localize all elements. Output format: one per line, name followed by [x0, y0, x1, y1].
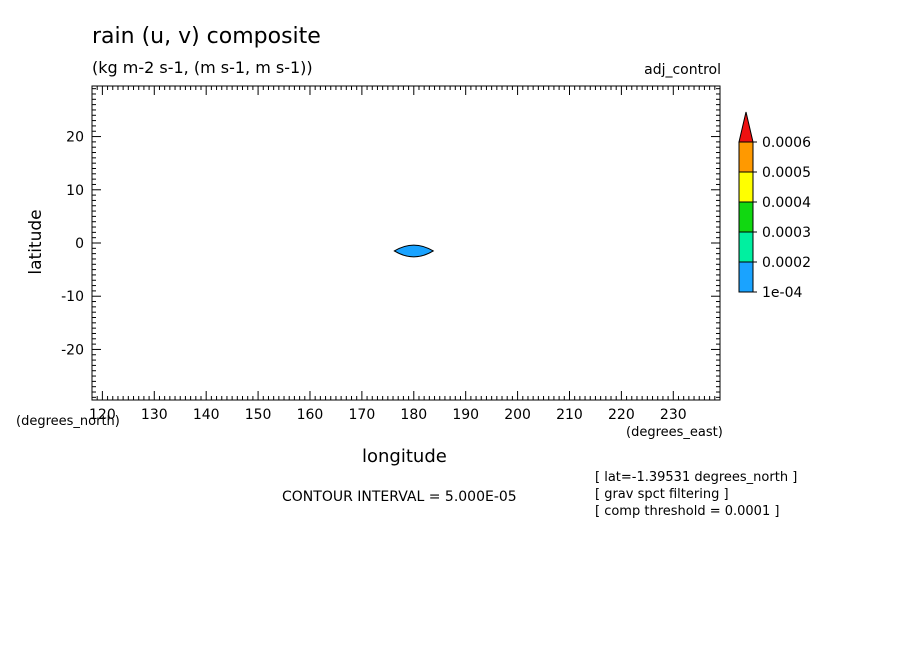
colorbar-label: 0.0006 — [762, 135, 811, 151]
x-tick-label: 120 — [89, 407, 116, 423]
colorbar-label: 0.0003 — [762, 225, 811, 241]
annotation-notes: [ lat=-1.39531 degrees_north ] [ grav sp… — [595, 469, 797, 520]
chart-units: (kg m-2 s-1, (m s-1, m s-1)) — [92, 58, 313, 77]
x-tick-label: 220 — [608, 407, 635, 423]
y-tick-label: 0 — [75, 236, 84, 252]
colorbar-label: 1e-04 — [762, 285, 802, 301]
y-axis-label: latitude — [26, 209, 46, 275]
colorbar-label: 0.0002 — [762, 255, 811, 271]
note-latitude: [ lat=-1.39531 degrees_north ] — [595, 470, 798, 485]
colorbar-segment — [738, 231, 754, 263]
colorbar-segment — [738, 171, 754, 203]
colorbar-segment — [738, 141, 754, 173]
y-tick-label: 20 — [66, 130, 84, 146]
colorbar-label: 0.0004 — [762, 195, 811, 211]
colorbar-label: 0.0005 — [762, 165, 811, 181]
x-tick-label: 150 — [245, 407, 272, 423]
colorbar-segment — [738, 261, 754, 293]
x-tick-label: 230 — [660, 407, 687, 423]
x-tick-label: 130 — [141, 407, 168, 423]
x-tick-label: 180 — [400, 407, 427, 423]
y-tick-label: -20 — [61, 342, 84, 358]
colorbar: 1e-04 0.0002 0.0003 0.0004 0.0005 0.0006 — [738, 111, 811, 301]
x-tick-label: 170 — [349, 407, 376, 423]
x-axis-label: longitude — [362, 446, 447, 467]
x-tick-label: 190 — [452, 407, 479, 423]
y-axis-units: (degrees_north) — [16, 414, 120, 429]
x-tick-label: 200 — [504, 407, 531, 423]
x-tick-label: 160 — [297, 407, 324, 423]
y-tick-label: -10 — [61, 289, 84, 305]
plot-frame — [91, 85, 721, 401]
x-axis-units: (degrees_east) — [626, 425, 723, 440]
colorbar-segment — [738, 201, 754, 233]
y-tick-label: 10 — [66, 183, 84, 199]
x-tick-label: 140 — [193, 407, 220, 423]
x-tick-label: 210 — [556, 407, 583, 423]
contour-interval: CONTOUR INTERVAL = 5.000E-05 — [282, 489, 517, 505]
chart-title: rain (u, v) composite — [92, 24, 321, 49]
rain-maximum-contour — [393, 244, 435, 258]
note-filtering: [ grav spct filtering ] — [595, 487, 729, 502]
rain-contours — [393, 244, 435, 258]
note-threshold: [ comp threshold = 0.0001 ] — [595, 504, 780, 519]
dataset-label: adj_control — [644, 62, 721, 78]
plot-axes: 120 130 140 150 160 170 180 190 200 210 220 230 20 10… — [61, 85, 721, 423]
colorbar-extension — [738, 111, 754, 143]
